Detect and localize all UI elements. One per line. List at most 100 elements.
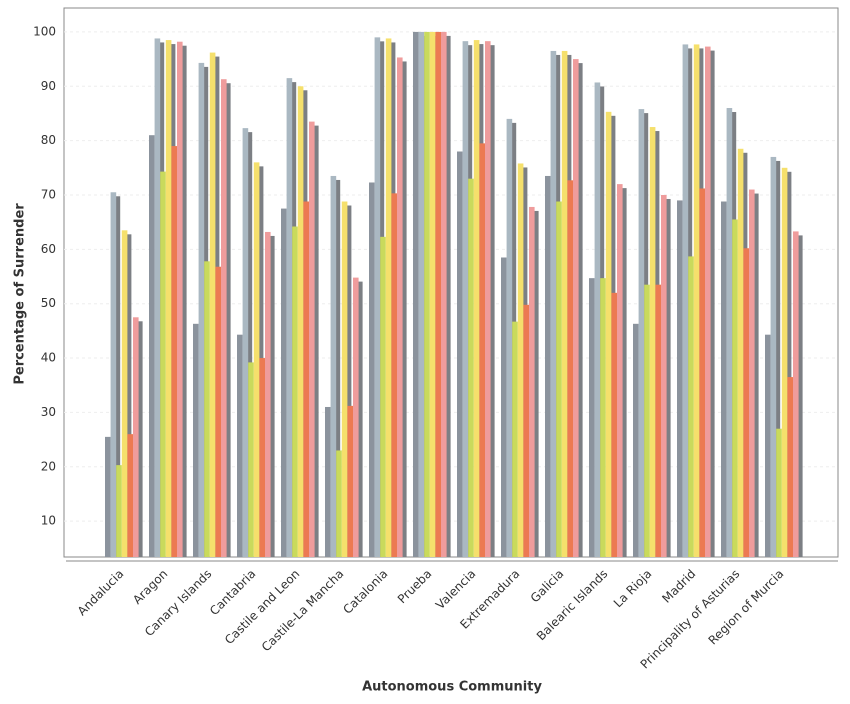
bar (242, 128, 249, 557)
x-tick-label: Aragon (130, 567, 170, 607)
bar (374, 37, 381, 557)
bar-shadow (665, 198, 671, 557)
bar-shadow (797, 235, 803, 557)
bar (617, 184, 623, 557)
bar-shadow (345, 205, 352, 557)
y-tick-label: 20 (41, 459, 56, 473)
bar (573, 59, 579, 557)
x-tick-label: Galicia (528, 567, 567, 606)
bar (638, 109, 645, 558)
bar (149, 135, 155, 557)
bar (292, 226, 298, 557)
y-tick-label: 90 (41, 79, 56, 93)
bar (177, 41, 183, 557)
bar (770, 156, 777, 557)
bar (193, 323, 199, 557)
bar-shadow (533, 210, 539, 557)
bar (105, 436, 111, 557)
bar-shadow (137, 321, 143, 557)
x-tick-label: Catalonia (340, 567, 390, 617)
bar (749, 189, 755, 558)
bar (693, 44, 700, 557)
bar (397, 57, 403, 557)
bar (281, 208, 287, 557)
bar (154, 38, 161, 558)
bar (787, 377, 793, 557)
bar (523, 304, 529, 557)
bar-shadow (269, 235, 275, 557)
bar-shadow (225, 83, 231, 557)
bar (297, 86, 304, 558)
bar-shadow (785, 171, 792, 557)
bar (413, 31, 419, 558)
bar (556, 201, 562, 557)
bar (248, 362, 254, 557)
bar (506, 118, 513, 557)
y-axis-title: Percentage of Surrender (13, 203, 28, 385)
bar (127, 434, 133, 557)
bar (545, 175, 551, 558)
x-tick-label: Madrid (659, 567, 698, 606)
bar (655, 284, 661, 557)
bar (793, 231, 799, 557)
bar (165, 40, 172, 557)
y-tick-label: 40 (41, 351, 56, 365)
bar-shadow (709, 50, 715, 557)
bar (347, 405, 353, 557)
bar (550, 50, 557, 557)
y-tick-label: 10 (41, 514, 56, 528)
bar (721, 201, 727, 557)
bar (330, 175, 337, 558)
bar (501, 257, 507, 557)
bar-shadow (774, 160, 781, 557)
bar (688, 256, 694, 557)
bar (385, 38, 392, 558)
bar (380, 236, 386, 558)
bar (435, 31, 441, 558)
bar (309, 121, 315, 557)
y-tick-label: 60 (41, 242, 56, 256)
bar (336, 450, 342, 557)
bar (743, 248, 749, 558)
bar (391, 193, 397, 557)
bar (644, 284, 650, 557)
bar (303, 201, 309, 557)
bar (732, 219, 738, 557)
bar (726, 108, 733, 557)
bar-shadow (114, 196, 121, 557)
bar (424, 31, 430, 558)
bar (765, 334, 771, 557)
bar-shadow (577, 63, 583, 557)
bar (512, 321, 518, 557)
bar (237, 334, 243, 557)
y-tick-label: 80 (41, 133, 56, 147)
y-tick-label: 100 (33, 24, 56, 38)
bar (209, 52, 216, 558)
x-tick-label: Castile and Leon (222, 567, 302, 647)
bar-shadow (753, 193, 759, 558)
x-tick-label: La Rioja (611, 567, 655, 611)
bar (781, 167, 788, 557)
bar (462, 41, 469, 558)
bar-shadow (125, 234, 132, 558)
bar (198, 62, 205, 558)
bar (473, 40, 480, 557)
bar (418, 31, 425, 558)
x-tick-label: Andalucia (75, 567, 127, 619)
bar (605, 111, 612, 557)
bar-shadow (445, 35, 451, 558)
bar (325, 406, 331, 557)
x-axis-title: Autonomous Community (362, 680, 542, 695)
bar (699, 188, 705, 557)
bar (259, 358, 265, 557)
bar-shadow (489, 45, 495, 558)
x-tick-label: Prueba (395, 567, 435, 607)
bar (110, 192, 117, 557)
bar (221, 79, 227, 557)
y-tick-label: 70 (41, 187, 56, 201)
bar (594, 82, 601, 557)
bar (457, 151, 463, 558)
bar (341, 201, 348, 557)
bar-shadow (313, 125, 319, 557)
